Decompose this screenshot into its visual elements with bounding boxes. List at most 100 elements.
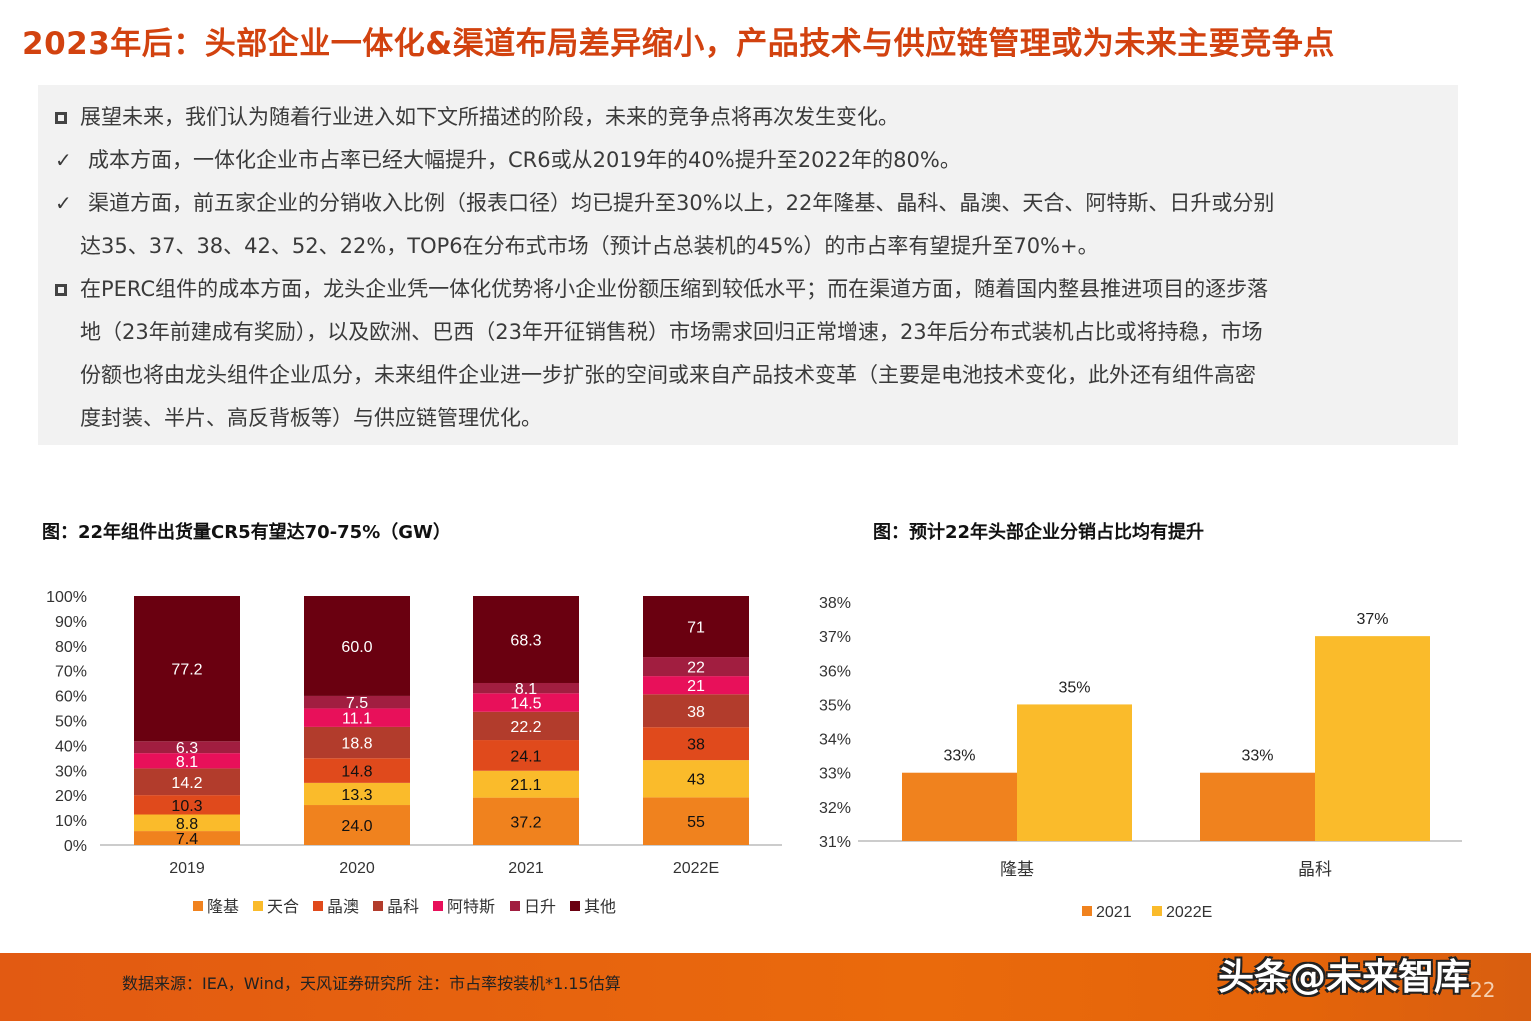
data-label: 13.3 <box>341 787 372 804</box>
y-tick-label: 70% <box>55 664 87 681</box>
data-label: 71 <box>687 620 705 637</box>
y-tick-label: 90% <box>55 614 87 631</box>
y-tick-label: 60% <box>55 689 87 706</box>
legend-label: 晶科 <box>387 898 419 916</box>
legend-swatch <box>510 901 520 911</box>
bar-segment-日升 <box>643 657 749 677</box>
legend-swatch <box>1152 906 1162 916</box>
y-tick-label: 50% <box>55 714 87 731</box>
summary-line: 展望未来，我们认为随着行业进入如下文所描述的阶段，未来的竞争点将再次发生变化。 <box>80 105 899 129</box>
legend-label: 2022E <box>1166 904 1212 921</box>
bar-segment-晶科 <box>643 694 749 728</box>
bar-segment-晶科 <box>473 711 579 741</box>
legend-swatch <box>253 901 263 911</box>
bar-2021 <box>902 772 1017 841</box>
legend-label: 2021 <box>1096 904 1132 921</box>
data-label: 7.4 <box>176 831 198 848</box>
square-bullet-icon <box>55 268 67 311</box>
data-label: 37% <box>1356 611 1388 628</box>
legend-label: 阿特斯 <box>447 898 495 916</box>
data-label: 7.5 <box>346 695 368 712</box>
summary-box <box>38 85 1458 445</box>
summary-line: 份额也将由龙头组件企业瓜分，未来组件企业进一步扩张的空间或来自产品技术变革（主要… <box>80 363 1256 387</box>
chart2-title: 图：预计22年头部企业分销占比均有提升 <box>873 522 1205 543</box>
x-tick-label: 隆基 <box>1000 860 1034 879</box>
bar-segment-天合 <box>473 770 579 798</box>
bar-segment-其他 <box>473 596 579 683</box>
y-tick-label: 36% <box>819 663 851 680</box>
check-bullet-icon: ✓ <box>55 191 72 215</box>
source-note: 数据来源：IEA，Wind，天风证券研究所 注：市占率按装机*1.15估算 <box>122 974 621 993</box>
data-label: 24.1 <box>510 748 541 765</box>
bar-2021 <box>1200 772 1315 841</box>
bar-segment-日升 <box>473 682 579 694</box>
y-tick-label: 38% <box>819 595 851 612</box>
legend-label: 日升 <box>524 898 556 916</box>
summary-line: 成本方面，一体化企业市占率已经大幅提升，CR6或从2019年的40%提升至202… <box>88 148 961 172</box>
summary-line: 在PERC组件的成本方面，龙头企业凭一体化优势将小企业份额压缩到较低水平；而在渠… <box>80 277 1269 301</box>
bar-segment-晶科 <box>304 726 410 759</box>
bar-segment-其他 <box>304 596 410 696</box>
bar-segment-晶澳 <box>643 727 749 761</box>
data-label: 24.0 <box>341 818 372 835</box>
x-tick-label: 2020 <box>339 860 375 877</box>
bar-segment-日升 <box>304 695 410 709</box>
data-label: 8.8 <box>176 816 198 833</box>
data-label: 21.1 <box>510 777 541 794</box>
y-tick-label: 37% <box>819 629 851 646</box>
bar-segment-晶澳 <box>304 758 410 783</box>
bar-segment-其他 <box>643 596 749 658</box>
legend-label: 隆基 <box>207 898 239 916</box>
y-tick-label: 100% <box>46 589 87 606</box>
bar-segment-隆基 <box>304 805 410 845</box>
bar-segment-天合 <box>134 814 240 832</box>
page-title: 2023年后：头部企业一体化&渠道布局差异缩小，产品技术与供应链管理或为未来主要… <box>22 26 1335 62</box>
bar-segment-晶科 <box>134 768 240 796</box>
bar-segment-隆基 <box>134 831 240 845</box>
x-tick-label: 2022E <box>673 860 719 877</box>
data-label: 55 <box>687 814 705 831</box>
x-tick-label: 2019 <box>169 860 205 877</box>
data-label: 10.3 <box>171 798 202 815</box>
legend-label: 天合 <box>267 898 299 916</box>
legend-swatch <box>373 901 383 911</box>
data-label: 14.2 <box>171 775 202 792</box>
bar-segment-阿特斯 <box>304 708 410 727</box>
data-label: 33% <box>943 748 975 765</box>
legend-swatch <box>1082 906 1092 916</box>
bar-2022E <box>1315 636 1430 841</box>
y-tick-label: 80% <box>55 639 87 656</box>
y-tick-label: 10% <box>55 813 87 830</box>
y-tick-label: 31% <box>819 834 851 851</box>
bar-segment-阿特斯 <box>134 753 240 769</box>
watermark: 头条@未来智库 <box>1218 957 1471 998</box>
distribution-share-chart: 31% 32% 33% 34% 35% 36% 37% 38% 33% 35% 隆基 33% 37% 晶科… <box>819 595 1462 921</box>
check-bullet-icon: ✓ <box>55 148 72 172</box>
shipment-stacked-chart: 0%10%20%30%40%50%60%70%80%90%100%7.48.81… <box>46 589 782 916</box>
chart1-title: 图：22年组件出货量CR5有望达70-75%（GW） <box>42 522 451 543</box>
summary-line: 地（23年前建成有奖励），以及欧洲、巴西（23年开征销售税）市场需求回归正常增速… <box>80 320 1263 344</box>
footer-band <box>0 953 1531 1021</box>
square-bullet-icon <box>55 96 67 139</box>
data-label: 18.8 <box>341 736 372 753</box>
y-tick-label: 30% <box>55 763 87 780</box>
legend-swatch <box>433 901 443 911</box>
data-label: 68.3 <box>510 632 541 649</box>
data-label: 8.1 <box>515 681 537 698</box>
y-tick-label: 35% <box>819 697 851 714</box>
y-tick-label: 40% <box>55 738 87 755</box>
x-tick-label: 晶科 <box>1298 860 1332 879</box>
data-label: 38 <box>687 704 705 721</box>
bar-segment-日升 <box>134 741 240 754</box>
data-label: 21 <box>687 678 705 695</box>
bar-segment-阿特斯 <box>643 676 749 695</box>
data-label: 60.0 <box>341 639 372 656</box>
data-label: 11.1 <box>342 711 372 728</box>
summary-line: 度封装、半片、高反背板等）与供应链管理优化。 <box>80 406 542 430</box>
data-label: 6.3 <box>176 740 198 757</box>
data-label: 22 <box>687 660 705 677</box>
y-tick-label: 0% <box>64 838 87 855</box>
y-tick-label: 20% <box>55 788 87 805</box>
data-label: 22.2 <box>510 719 541 736</box>
summary-line: 渠道方面，前五家企业的分销收入比例（报表口径）均已提升至30%以上，22年隆基、… <box>88 191 1275 215</box>
